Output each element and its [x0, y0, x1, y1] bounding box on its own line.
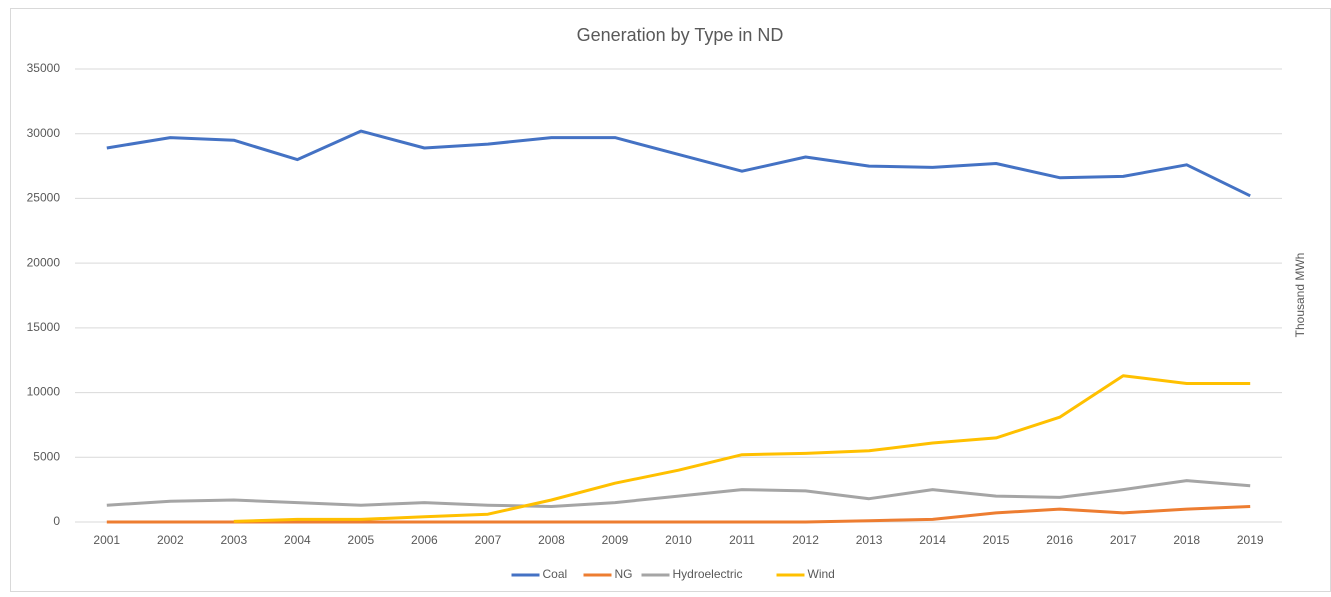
x-tick-label: 2007	[475, 533, 502, 547]
series-line	[106, 479, 1251, 508]
series-line	[106, 129, 1251, 198]
x-tick-label: 2008	[538, 533, 565, 547]
x-tick-label: 2009	[602, 533, 629, 547]
x-tick-label: 2019	[1237, 533, 1264, 547]
chart-frame	[10, 8, 1331, 592]
series-line	[233, 374, 1251, 523]
x-tick-label: 2013	[856, 533, 883, 547]
x-tick-label: 2017	[1110, 533, 1137, 547]
x-tick-label: 2011	[729, 533, 755, 547]
x-tick-label: 2005	[348, 533, 375, 547]
x-tick-label: 2004	[284, 533, 311, 547]
y-tick-label: 30000	[27, 126, 61, 140]
y-axis-label: Thousand MWh	[1293, 253, 1307, 338]
legend-label: Hydroelectric	[673, 567, 743, 581]
x-tick-label: 2018	[1173, 533, 1200, 547]
x-tick-label: 2014	[919, 533, 946, 547]
legend-label: Wind	[808, 567, 835, 581]
y-tick-label: 10000	[27, 385, 61, 399]
series-line	[106, 505, 1251, 524]
x-tick-label: 2003	[220, 533, 247, 547]
x-tick-label: 2012	[792, 533, 819, 547]
x-tick-label: 2016	[1046, 533, 1073, 547]
x-tick-label: 2015	[983, 533, 1010, 547]
x-tick-label: 2006	[411, 533, 438, 547]
x-tick-label: 2001	[93, 533, 120, 547]
y-tick-label: 25000	[27, 191, 61, 205]
y-tick-label: 35000	[27, 61, 61, 75]
y-tick-label: 15000	[27, 320, 61, 334]
y-tick-label: 0	[53, 514, 60, 528]
legend-label: Coal	[543, 567, 568, 581]
y-tick-label: 5000	[33, 449, 60, 463]
y-tick-label: 20000	[27, 255, 61, 269]
legend-label: NG	[615, 567, 633, 581]
x-tick-label: 2002	[157, 533, 184, 547]
x-tick-label: 2010	[665, 533, 692, 547]
chart-title: Generation by Type in ND	[577, 25, 784, 45]
